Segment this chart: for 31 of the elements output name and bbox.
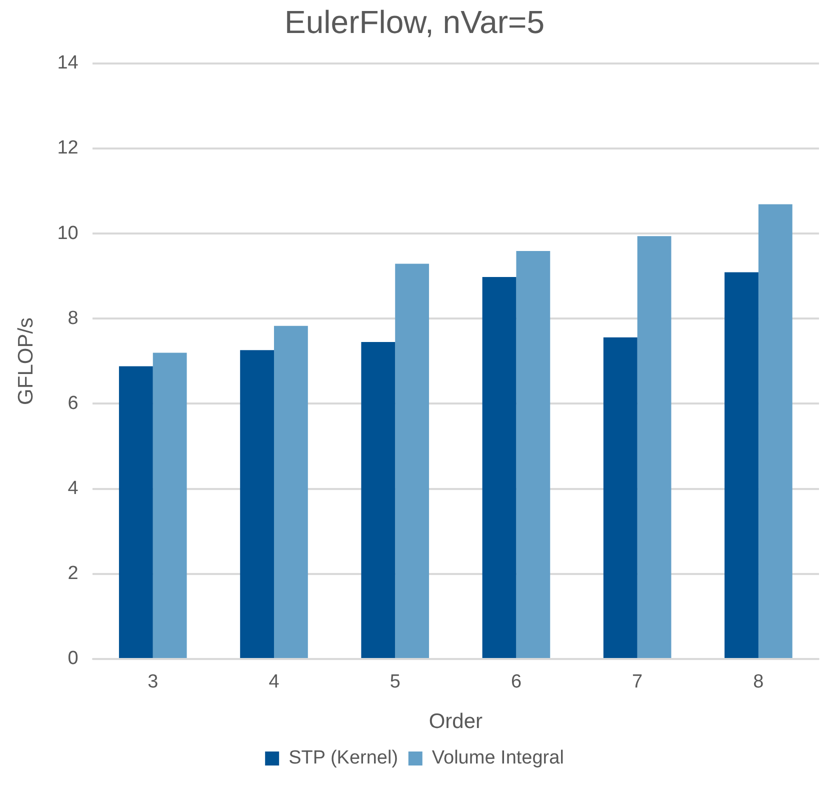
x-tick-label: 3 (148, 672, 158, 693)
bar (361, 342, 396, 658)
y-tick-label: 14 (57, 52, 79, 74)
y-tick-label: 8 (68, 308, 78, 329)
bar (724, 272, 758, 658)
y-tick-label: 10 (57, 222, 78, 244)
legend-label: STP (Kernel) (288, 748, 398, 769)
bar (395, 264, 430, 658)
y-tick-label: 2 (68, 563, 78, 584)
bar (516, 251, 550, 658)
bar (240, 350, 274, 658)
bar (637, 236, 672, 658)
y-tick-label: 6 (68, 392, 78, 414)
y-tick-label: 12 (57, 138, 78, 159)
chart-title: EulerFlow, nVar=5 (284, 4, 544, 40)
x-tick-label: 8 (753, 672, 764, 693)
x-tick-label: 7 (632, 672, 643, 693)
x-axis-title: Order (428, 710, 483, 734)
y-tick-label: 0 (68, 648, 78, 670)
bar (118, 366, 153, 658)
y-axis-title: GFLOP/s (14, 317, 38, 405)
x-tick-label: 5 (390, 672, 400, 693)
bar (274, 326, 308, 658)
bar (758, 204, 792, 658)
x-tick-label: 6 (510, 672, 522, 693)
bar (482, 276, 516, 658)
x-tick-label: 4 (268, 672, 280, 693)
legend-label: Volume Integral (432, 748, 564, 769)
bar (152, 352, 187, 658)
bar (603, 337, 638, 658)
y-tick-label: 4 (68, 478, 79, 500)
